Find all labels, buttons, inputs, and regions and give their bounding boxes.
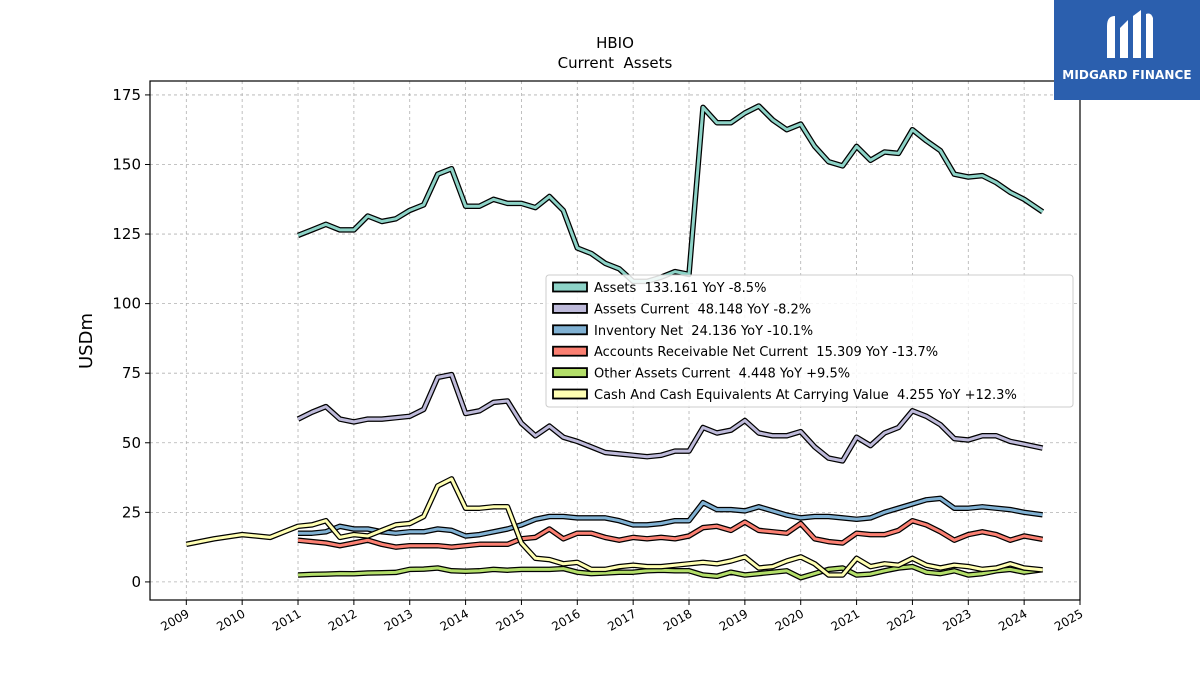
midgard-m-logo-icon xyxy=(1107,10,1153,58)
series-line-other-assets-current xyxy=(297,565,1043,580)
y-tick-label: 0 xyxy=(131,573,141,591)
y-tick-label: 150 xyxy=(112,155,141,173)
chart-title: HBIO xyxy=(596,34,634,52)
legend: Assets 133.161 YoY -8.5% Assets Current 4… xyxy=(545,274,1074,408)
series-line-assets-current xyxy=(297,373,1043,463)
x-tick-label: 2025 xyxy=(1052,606,1085,633)
series-line-inventory-net xyxy=(298,496,1043,538)
midgard-finance-logo: MIDGARD FINANCE xyxy=(1054,0,1200,100)
legend-entry: Accounts Receivable Net Current 15.309 Y… xyxy=(594,345,938,360)
logo-text: MIDGARD FINANCE xyxy=(1062,68,1192,82)
legend-swatch xyxy=(552,388,588,400)
y-tick-label: 75 xyxy=(122,364,141,382)
legend-entry: Inventory Net 24.136 YoY -10.1% xyxy=(594,324,813,339)
legend-swatch xyxy=(552,302,588,314)
x-tick-label: 2024 xyxy=(996,606,1029,633)
legend-entry: Assets Current 48.148 YoY -8.2% xyxy=(594,302,811,317)
series-line-accounts-receivable-net-current xyxy=(297,519,1043,549)
series-line-assets xyxy=(297,104,1044,283)
x-tick-label: 2020 xyxy=(773,606,806,633)
plot-frame xyxy=(149,80,1081,601)
legend-swatch xyxy=(552,324,588,336)
series-line-cash-and-cash-equivalents-at-carrying-value xyxy=(186,477,1043,577)
series-lines xyxy=(185,103,1045,581)
x-tick-label: 2019 xyxy=(717,606,750,633)
legend-entry: Assets 133.161 YoY -8.5% xyxy=(594,281,766,296)
x-tick-label: 2017 xyxy=(605,606,638,633)
x-tick-label: 2012 xyxy=(326,606,359,633)
legend-entry: Other Assets Current 4.448 YoY +9.5% xyxy=(594,367,850,382)
x-tick-label: 2018 xyxy=(661,606,694,633)
legend-swatch xyxy=(552,281,588,293)
x-tick-label: 2010 xyxy=(214,606,247,633)
legend-box xyxy=(545,274,1074,408)
y-tick-label: 25 xyxy=(122,503,141,521)
x-tick-label: 2021 xyxy=(829,606,862,633)
x-tick-label: 2014 xyxy=(438,606,471,633)
x-tick-label: 2022 xyxy=(884,606,917,633)
y-tick-label: 175 xyxy=(112,86,141,104)
x-tick-label: 2011 xyxy=(270,606,303,633)
legend-swatch xyxy=(552,345,588,357)
x-tick-label: 2016 xyxy=(549,606,582,633)
x-tick-label: 2009 xyxy=(158,606,191,633)
y-tick-label: 50 xyxy=(122,434,141,452)
y-axis-label: USDm xyxy=(76,313,97,369)
y-tick-label: 100 xyxy=(112,295,141,313)
y-tick-label: 125 xyxy=(112,225,141,243)
x-tick-label: 2013 xyxy=(382,606,415,633)
legend-swatch xyxy=(552,367,588,379)
x-tick-label: 2015 xyxy=(493,606,526,633)
chart-subtitle: Current Assets xyxy=(558,54,673,72)
x-tick-label: 2023 xyxy=(940,606,973,633)
legend-entry: Cash And Cash Equivalents At Carrying Va… xyxy=(594,388,1017,403)
